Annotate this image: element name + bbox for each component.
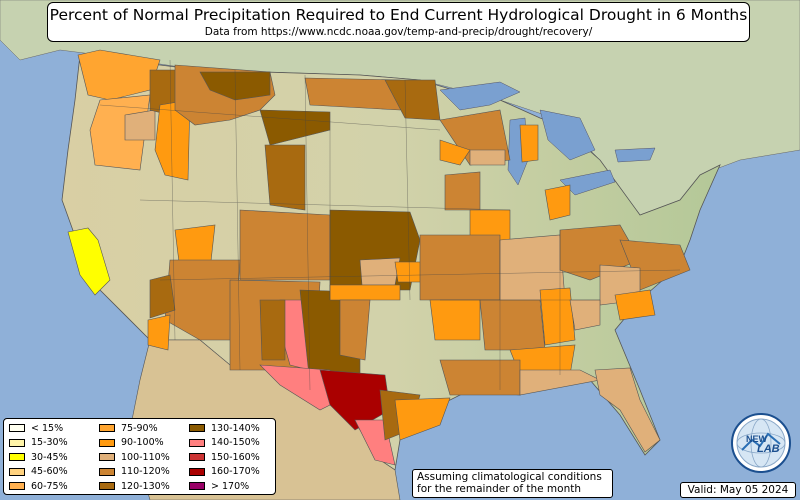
legend-item: < 15% [9,422,63,434]
legend-item: 150-160% [189,451,260,463]
legend-swatch [99,453,115,461]
map-subtitle: Data from https://www.ncdc.noaa.gov/temp… [204,26,593,38]
legend-label: 110-120% [121,466,170,477]
legend-label: > 170% [211,480,250,492]
legend-swatch [99,424,115,432]
legend-label: 140-150% [211,437,260,448]
note-line-2: for the remainder of the month [417,483,582,495]
canada-region [0,0,800,216]
legend-label: 75-90% [121,422,158,434]
legend-swatch [189,453,205,461]
legend-swatch [9,438,25,447]
legend-label: 60-75% [31,480,68,492]
legend-label: < 15% [31,422,64,434]
legend-swatch [99,438,115,447]
logo-text-top: NEW [746,434,768,444]
california-region [67,227,111,296]
logo-text-bottom: LAB [757,443,780,455]
drought-regions [67,49,691,466]
legend-item: 15-30% [9,437,68,449]
assumption-note: Assuming climatological conditions for t… [412,469,613,498]
legend-item: 100-110% [99,451,170,463]
legend-item: 45-60% [9,466,68,478]
note-line-1: Assuming climatological conditions [417,471,602,483]
legend-swatch [189,424,205,432]
legend-label: 15-30% [31,437,68,448]
legend-swatch [189,482,205,490]
legend-item: 120-130% [99,480,170,492]
title-box: Percent of Normal Precipitation Required… [47,2,750,42]
state-borders [99,59,681,391]
legend-item: 30-45% [9,451,68,463]
legend-label: 30-45% [31,451,68,463]
legend-item: 110-120% [99,466,170,478]
legend-swatch [99,467,115,476]
legend-item: 90-100% [99,437,164,449]
legend-swatch [9,453,25,461]
legend-item: > 170% [189,480,249,492]
legend-label: 130-140% [211,422,260,434]
newlab-logo-icon: NEW LAB [731,413,791,473]
legend-label: 120-130% [121,480,170,492]
legend: < 15% 15-30% 30-45% 45-60% 60-75% 75-90% 90-10… [3,418,276,495]
legend-swatch [189,438,205,447]
legend-swatch [9,424,25,432]
valid-date: Valid: May 05 2024 [680,482,796,498]
legend-swatch [9,467,25,476]
legend-item: 160-170% [189,466,260,478]
legend-label: 45-60% [31,466,68,477]
legend-label: 150-160% [211,451,260,463]
map-title: Percent of Normal Precipitation Required… [49,6,748,24]
legend-label: 90-100% [121,437,164,448]
legend-item: 75-90% [99,422,158,434]
legend-swatch [99,482,115,490]
legend-item: 60-75% [9,480,68,492]
legend-item: 140-150% [189,437,260,449]
legend-label: 160-170% [211,466,260,477]
legend-label: 100-110% [121,451,170,463]
legend-swatch [189,467,205,476]
legend-swatch [9,482,25,490]
legend-item: 130-140% [189,422,260,434]
